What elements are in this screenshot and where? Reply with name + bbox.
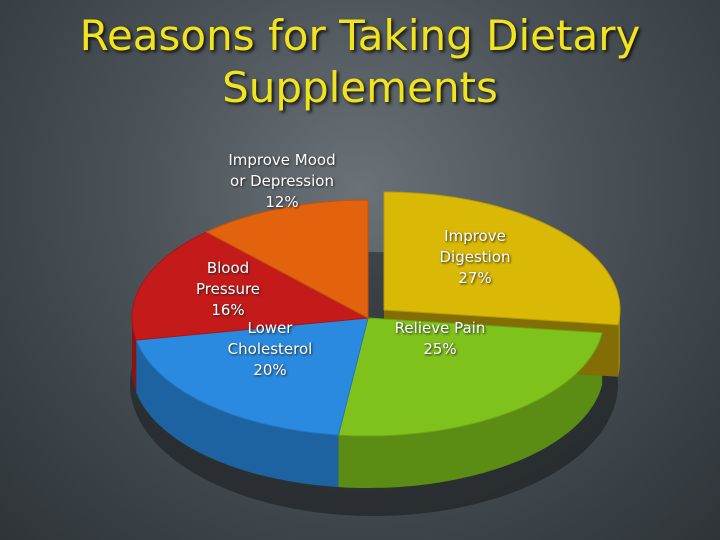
slice-side [136, 340, 339, 488]
value-label: 25% [423, 340, 457, 358]
category-label: Improve Digestion [439, 227, 511, 266]
category-label: Improve Mood or Depression [228, 151, 336, 190]
category-label: Relieve Pain [394, 319, 486, 337]
slice-label: Relieve Pain 25% [365, 318, 515, 360]
slice-label: Improve Mood or Depression 12% [207, 150, 357, 213]
value-label: 16% [211, 301, 245, 319]
slice [135, 317, 369, 436]
chart-title: Reasons for Taking Dietary Supplements [79, 11, 641, 112]
category-label: Lower Cholesterol [227, 319, 313, 358]
slice [205, 199, 369, 319]
slice [383, 191, 621, 326]
value-label: 27% [458, 269, 492, 287]
slice [131, 231, 370, 341]
slice-side [338, 332, 603, 488]
slice-label: Improve Digestion 27% [400, 226, 550, 289]
slice-side [618, 310, 620, 377]
category-label: Blood Pressure [195, 259, 261, 298]
value-label: 20% [253, 361, 287, 379]
value-label: 12% [265, 193, 299, 211]
slice-side [132, 318, 137, 393]
slice-label: Lower Cholesterol 20% [195, 318, 345, 381]
slice [337, 317, 603, 437]
slice-label: Blood Pressure 16% [153, 258, 303, 321]
